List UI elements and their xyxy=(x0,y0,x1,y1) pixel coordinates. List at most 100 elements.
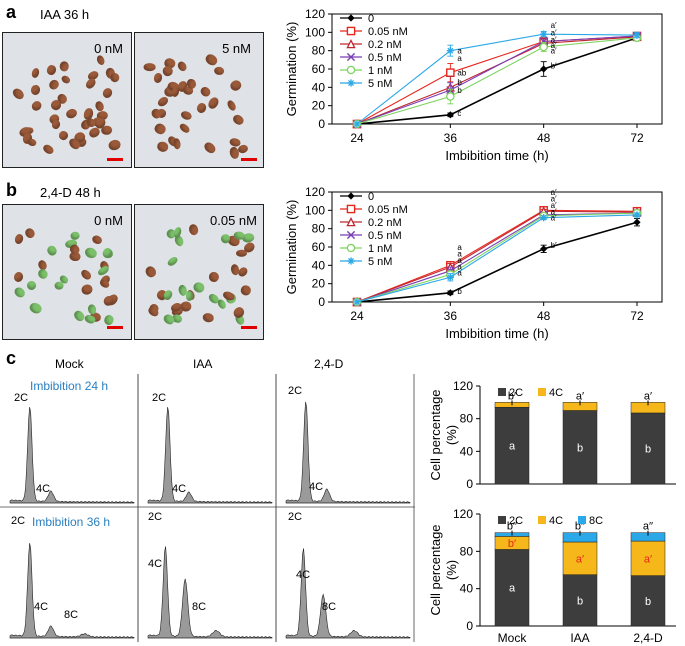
x-tick-label: 72 xyxy=(630,309,644,323)
significance-label: a′ xyxy=(644,390,652,402)
y-tick-label: 0 xyxy=(466,619,473,633)
legend-label: 0 xyxy=(368,13,374,25)
marker-triangle xyxy=(346,38,356,49)
scale-bar xyxy=(107,158,123,161)
seed-shape xyxy=(179,109,193,122)
significance-label: a′ xyxy=(551,28,557,37)
seed-shape xyxy=(153,71,164,84)
legend-label: 0.2 nM xyxy=(368,217,402,229)
seed-shape xyxy=(69,230,81,241)
seed-shape xyxy=(143,63,156,71)
seed-shape xyxy=(187,223,199,237)
marker-star xyxy=(354,299,360,305)
marker-diamond xyxy=(540,65,548,73)
marker-circle xyxy=(346,243,356,253)
seed-shape xyxy=(100,86,114,100)
dna-content-histogram xyxy=(9,406,135,504)
seed-shape xyxy=(24,279,38,292)
significance-label: b xyxy=(457,78,462,87)
x-tick-label: 48 xyxy=(537,131,551,145)
x-tick-label: IAA xyxy=(570,631,589,645)
marker-diamond xyxy=(633,218,641,226)
seed-shape xyxy=(79,267,93,282)
significance-label: b xyxy=(457,287,462,296)
dna-content-histogram xyxy=(9,543,135,639)
peak-label-2c: 2C xyxy=(11,515,26,527)
seed-shape xyxy=(228,77,243,92)
x-tick-label: 36 xyxy=(444,309,458,323)
marker-square xyxy=(346,204,356,214)
scale-bar xyxy=(241,158,257,161)
y-tick-label: 120 xyxy=(453,507,473,521)
scale-bar xyxy=(107,326,123,329)
significance-label: a′ xyxy=(551,201,557,210)
peak-label-8c: 8C xyxy=(322,601,337,613)
seed-shape xyxy=(64,107,79,120)
marker-circle xyxy=(539,42,548,52)
y-tick-label: 40 xyxy=(312,258,326,272)
seed-shape xyxy=(103,313,116,327)
flow-cytometry-histograms xyxy=(0,374,415,642)
bar-segment-2C xyxy=(630,575,666,627)
photo-label: 0.05 nM xyxy=(210,213,257,228)
y-tick-label: 0 xyxy=(466,477,473,491)
significance-label: a xyxy=(457,249,462,258)
seed-shape xyxy=(28,301,43,315)
panel-a-header: IAA 36 h xyxy=(40,7,90,22)
seed-shape xyxy=(79,283,94,297)
legend-label: 0 xyxy=(368,191,374,203)
peak-label-2c: 2C xyxy=(288,511,303,523)
seed-shape xyxy=(231,113,246,127)
series-line xyxy=(356,37,638,125)
significance-label: b xyxy=(645,596,651,608)
dna-content-histogram xyxy=(285,548,411,639)
bar-segment-4C xyxy=(562,541,598,575)
seed-shape xyxy=(12,271,25,284)
dna-content-histogram xyxy=(147,406,273,504)
legend-label: 2C xyxy=(509,387,523,399)
panel-label-a: a xyxy=(6,2,17,22)
seed-shape xyxy=(144,264,159,279)
seed-shape xyxy=(172,137,182,150)
seed-shape xyxy=(199,85,213,99)
significance-label: a′′ xyxy=(643,521,653,533)
marker-triangle xyxy=(346,216,356,227)
seed-shape xyxy=(204,52,220,67)
series-line xyxy=(356,35,638,125)
seed-shape xyxy=(203,140,218,155)
series-line xyxy=(356,33,638,125)
peak-label-8c: 8C xyxy=(192,601,207,613)
series-5-nM xyxy=(353,30,641,128)
panel-label-c: c xyxy=(6,348,17,368)
seed-shape xyxy=(13,232,25,246)
series-5-nM xyxy=(353,211,641,306)
cell-percentage-chart-36h: 0 40 80 120 Cell percentage (%) Mock IAA 2,4-D a b… xyxy=(428,507,676,645)
photo-label: 5 nM xyxy=(222,41,251,56)
scale-bar xyxy=(241,326,257,329)
legend-label: 0.05 nM xyxy=(368,204,408,216)
x-tick-label: 24 xyxy=(350,309,364,323)
legend-swatch xyxy=(538,516,546,524)
marker-star xyxy=(634,211,640,218)
x-axis-label: Imbibition time (h) xyxy=(445,326,548,341)
significance-label: a′ xyxy=(551,36,557,45)
y-tick-label: 120 xyxy=(305,7,325,21)
seed-shape xyxy=(156,95,170,109)
y-tick-label: 120 xyxy=(453,379,473,393)
legend-label: 1 nM xyxy=(368,65,392,77)
significance-label: a′ xyxy=(551,188,557,197)
significance-label: a xyxy=(457,269,462,278)
y-tick-label: 0 xyxy=(318,295,325,309)
legend-swatch xyxy=(578,516,586,524)
y-axis-label: Germination (%) xyxy=(284,22,299,117)
legend-swatch xyxy=(498,516,506,524)
significance-label: b′ xyxy=(508,390,516,402)
peak-label-4c: 4C xyxy=(309,481,324,493)
seed-shape xyxy=(53,281,64,290)
seed-photo-iaa-5nm: 5 nM xyxy=(134,32,264,168)
dna-content-histogram xyxy=(285,401,411,504)
marker-diamond xyxy=(446,289,454,297)
legend: 2C 4C xyxy=(498,387,563,399)
y-tick-label: 120 xyxy=(305,185,325,199)
significance-label: a′ xyxy=(644,553,652,565)
